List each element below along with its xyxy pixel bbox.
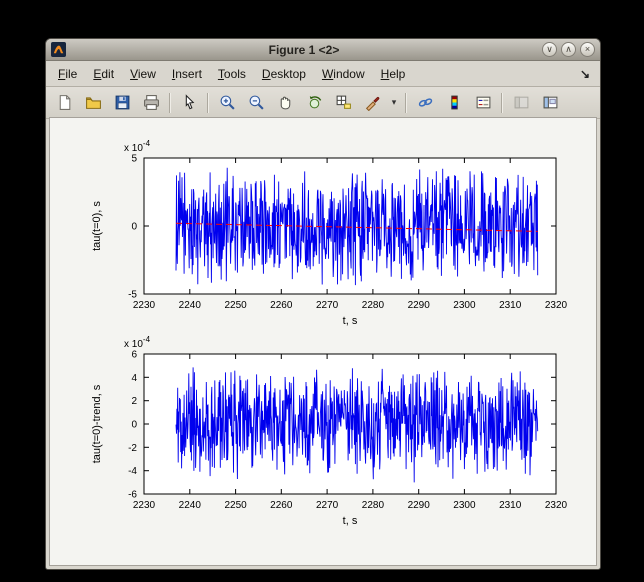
menu-item-file[interactable]: File	[50, 64, 85, 84]
svg-text:-5: -5	[128, 290, 137, 301]
link-chain-icon	[417, 94, 434, 111]
hand-pan-icon	[277, 94, 294, 111]
matlab-icon	[51, 42, 66, 57]
svg-text:2260: 2260	[270, 500, 293, 511]
toolbar-separator	[501, 93, 503, 113]
svg-text:0: 0	[131, 222, 137, 233]
svg-text:4: 4	[131, 373, 137, 384]
new-document-icon	[56, 94, 73, 111]
menu-item-desktop[interactable]: Desktop	[254, 64, 314, 84]
open-file-button[interactable]	[79, 90, 107, 116]
svg-text:2: 2	[131, 396, 137, 407]
zoom-out-icon	[248, 94, 265, 111]
show-plot-tools-icon	[542, 94, 559, 111]
edit-plot-button[interactable]	[175, 90, 203, 116]
svg-text:2320: 2320	[545, 500, 568, 511]
menu-bar: File Edit View Insert Tools Desktop Wind…	[46, 61, 600, 87]
minimize-button[interactable]: ∨	[542, 42, 557, 57]
desktop-background: { "window": { "title": "Figure 1 <2>", "…	[0, 0, 644, 582]
rotate-3d-icon	[306, 94, 323, 111]
svg-text:-4: -4	[128, 466, 137, 477]
zoom-out-button[interactable]	[242, 90, 270, 116]
data-cursor-button[interactable]	[329, 90, 357, 116]
print-figure-button[interactable]	[137, 90, 165, 116]
svg-text:2300: 2300	[453, 500, 476, 511]
svg-text:2310: 2310	[499, 500, 522, 511]
svg-text:2240: 2240	[179, 300, 202, 311]
svg-text:x 10-4: x 10-4	[124, 335, 151, 350]
svg-text:2280: 2280	[362, 500, 385, 511]
printer-icon	[143, 94, 160, 111]
pan-button[interactable]	[271, 90, 299, 116]
svg-text:6: 6	[131, 350, 137, 361]
svg-text:-6: -6	[128, 490, 137, 501]
save-figure-button[interactable]	[108, 90, 136, 116]
menu-item-insert[interactable]: Insert	[164, 64, 210, 84]
link-plot-button[interactable]	[411, 90, 439, 116]
show-plot-tools-button[interactable]	[536, 90, 564, 116]
figure-window: Figure 1 <2> ∨ ∧ × File Edit View Insert…	[45, 38, 601, 570]
svg-text:5: 5	[131, 154, 137, 165]
new-figure-button[interactable]	[50, 90, 78, 116]
menu-item-view[interactable]: View	[122, 64, 164, 84]
svg-text:2300: 2300	[453, 300, 476, 311]
svg-text:tau(t=0)-trend, s: tau(t=0)-trend, s	[91, 384, 103, 463]
rotate-3d-button[interactable]	[300, 90, 328, 116]
title-bar[interactable]: Figure 1 <2> ∨ ∧ ×	[46, 39, 600, 61]
toolbar-separator	[405, 93, 407, 113]
arrow-cursor-icon	[181, 94, 198, 111]
svg-text:2240: 2240	[179, 500, 202, 511]
maximize-button[interactable]: ∧	[561, 42, 576, 57]
svg-text:2280: 2280	[362, 300, 385, 311]
menu-item-window[interactable]: Window	[314, 64, 373, 84]
svg-text:x 10-4: x 10-4	[124, 139, 151, 154]
zoom-in-icon	[219, 94, 236, 111]
svg-text:0: 0	[131, 420, 137, 431]
folder-icon	[85, 94, 102, 111]
zoom-in-button[interactable]	[213, 90, 241, 116]
plots-svg[interactable]: 2230 2240 2250 2260 2270 2280 2290 2300 2310 2320…	[50, 122, 596, 562]
svg-text:2260: 2260	[270, 300, 293, 311]
svg-text:2230: 2230	[133, 500, 156, 511]
svg-text:t, s: t, s	[343, 315, 358, 327]
menu-item-help[interactable]: Help	[373, 64, 414, 84]
menu-item-edit[interactable]: Edit	[85, 64, 122, 84]
brush-button[interactable]	[358, 90, 386, 116]
toolbar-separator	[169, 93, 171, 113]
svg-text:t, s: t, s	[343, 515, 358, 527]
svg-text:2250: 2250	[224, 300, 247, 311]
figure-toolbar: ▾	[46, 87, 600, 119]
svg-text:tau(t=0), s: tau(t=0), s	[91, 201, 103, 251]
figure-canvas[interactable]: 2230 2240 2250 2260 2270 2280 2290 2300 2310 2320…	[49, 117, 597, 566]
svg-text:-2: -2	[128, 443, 137, 454]
colorbar-icon	[446, 94, 463, 111]
floppy-disk-icon	[114, 94, 131, 111]
brush-icon	[364, 94, 381, 111]
svg-text:2290: 2290	[408, 500, 431, 511]
insert-colorbar-button[interactable]	[440, 90, 468, 116]
svg-text:2270: 2270	[316, 500, 339, 511]
hide-plot-tools-button[interactable]	[507, 90, 535, 116]
data-cursor-icon	[335, 94, 352, 111]
svg-text:2290: 2290	[408, 300, 431, 311]
insert-legend-button[interactable]	[469, 90, 497, 116]
toolbar-separator	[207, 93, 209, 113]
svg-text:2310: 2310	[499, 300, 522, 311]
svg-text:2270: 2270	[316, 300, 339, 311]
close-button[interactable]: ×	[580, 42, 595, 57]
dock-figure-icon[interactable]: ↘	[574, 67, 596, 81]
svg-text:2320: 2320	[545, 300, 568, 311]
window-title: Figure 1 <2>	[70, 43, 538, 57]
svg-text:2250: 2250	[224, 500, 247, 511]
hide-plot-tools-icon	[513, 94, 530, 111]
menu-item-tools[interactable]: Tools	[210, 64, 254, 84]
legend-icon	[475, 94, 492, 111]
svg-text:2230: 2230	[133, 300, 156, 311]
brush-dropdown-button[interactable]: ▾	[387, 90, 401, 116]
